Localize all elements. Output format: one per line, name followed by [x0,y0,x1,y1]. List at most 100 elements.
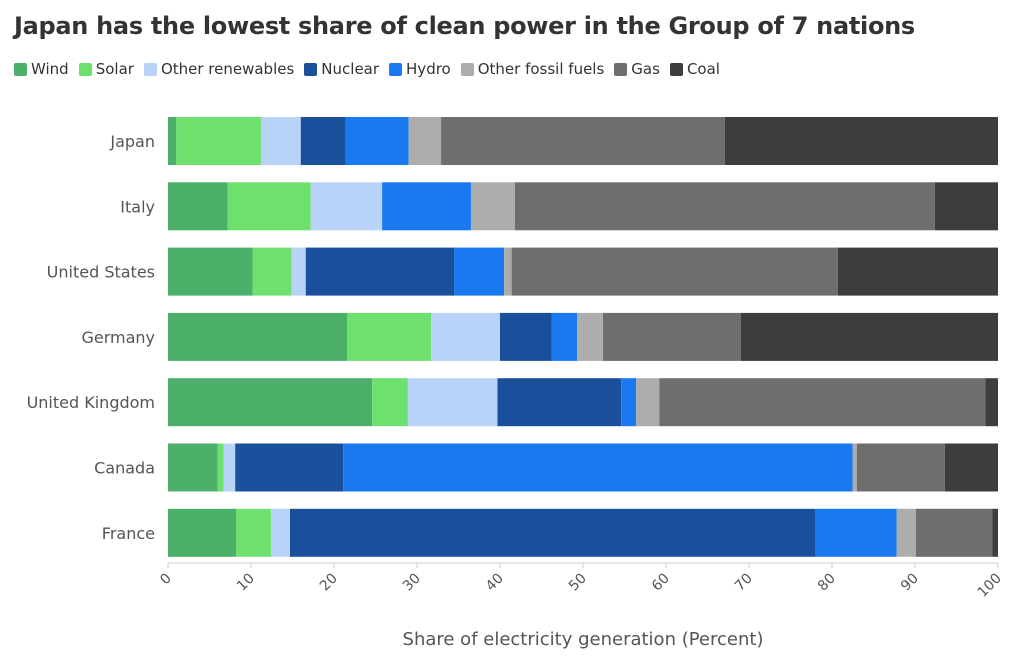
legend-item-hydro: Hydro [389,60,451,78]
bar-japan-other-renewables [260,117,301,165]
category-label-united-kingdom: United Kingdom [27,393,155,412]
chart-title: Japan has the lowest share of clean powe… [14,12,915,40]
bar-united-states-coal [837,247,998,296]
legend-label: Gas [631,60,660,78]
bar-france-other-renewables [270,508,291,557]
bar-united-kingdom-solar [372,378,408,427]
bar-united-kingdom-coal [985,378,998,427]
x-tick-label: 60 [649,571,673,595]
x-tick-label: 30 [400,571,424,595]
legend-item-coal: Coal [669,60,720,78]
bar-japan-nuclear [300,117,346,165]
legend-swatch [14,62,27,76]
bar-united-states-wind [168,247,253,296]
bar-germany-other-renewables [431,312,500,361]
legend-swatch [389,62,403,76]
legend-label: Other fossil fuels [477,60,605,78]
bar-united-states-other-renewables [291,247,306,296]
category-label-united-states: United States [47,263,155,282]
legend-swatch [669,62,683,76]
bar-japan-solar [176,117,261,165]
legend-label: Wind [31,60,69,78]
bar-united-kingdom-nuclear [497,378,622,427]
legend-item-nuclear: Nuclear [304,60,379,78]
legend-swatch [460,62,474,76]
bar-germany-wind [168,312,348,361]
bar-canada-hydro [343,443,853,492]
bar-france-coal [992,508,998,557]
legend-item-other-fossil-fuels: Other fossil fuels [460,60,605,78]
legend-item-wind: Wind [14,60,69,78]
x-tick-label: 70 [732,571,756,595]
legend-swatch [304,62,318,76]
bar-italy-other-fossil-fuels [470,182,515,231]
bar-united-kingdom-other-renewables [407,378,498,427]
x-tick-label: 40 [483,571,507,595]
category-label-japan: Japan [109,132,155,151]
x-tick-label: 100 [975,571,1005,601]
bar-france-nuclear [290,508,816,557]
bar-japan-gas [441,117,725,165]
bar-canada-gas [856,443,945,492]
bar-japan-hydro [345,117,409,165]
x-tick-label: 0 [157,571,175,589]
bar-france-hydro [815,508,897,557]
x-tick-label: 90 [898,571,922,595]
bar-france-gas [915,508,993,557]
legend-swatch [143,62,157,76]
bar-united-kingdom-hydro [621,378,637,427]
bar-germany-nuclear [500,312,552,361]
bar-canada-other-renewables [223,443,236,492]
bar-germany-other-fossil-fuels [577,312,603,361]
bar-italy-gas [514,182,935,231]
bar-germany-solar [347,312,432,361]
legend-swatch [78,62,92,76]
bar-france-other-fossil-fuels [896,508,916,557]
bar-united-kingdom-gas [659,378,986,427]
x-tick-label: 80 [815,571,839,595]
chart-legend: Wind Solar Other renewables Nuclear Hydro Oth… [14,60,730,78]
category-label-canada: Canada [94,459,155,478]
bar-united-states-other-fossil-fuels [504,247,512,296]
legend-label: Solar [95,60,134,78]
bar-canada-wind [168,443,218,492]
bar-united-states-solar [252,247,292,296]
bar-united-states-hydro [454,247,505,296]
legend-item-other-renewables: Other renewables [143,60,295,78]
legend-label: Coal [686,60,720,78]
bar-france-wind [168,508,237,557]
legend-label: Other renewables [160,60,295,78]
x-axis-title: Share of electricity generation (Percent… [403,629,764,650]
category-labels: Japan Italy United States Germany United Kin… [27,132,155,543]
bar-germany-coal [740,312,998,361]
category-label-italy: Italy [120,197,155,216]
bar-canada-solar [217,443,224,492]
x-tick-label: 20 [317,571,341,595]
bar-italy-hydro [382,182,471,231]
legend-label: Hydro [406,60,451,78]
x-tick-label: 50 [566,571,590,595]
bar-italy-solar [227,182,311,231]
bar-canada-nuclear [235,443,344,492]
bar-united-kingdom-other-fossil-fuels [636,378,660,427]
x-axis: 0 10 20 30 40 50 60 70 80 90 100 [157,562,1005,601]
category-label-france: France [102,524,155,543]
bar-germany-gas [602,312,741,361]
bar-italy-wind [168,182,228,231]
category-label-germany: Germany [81,328,155,347]
legend-item-gas: Gas [614,60,660,78]
bars-group [168,117,998,557]
bar-canada-other-fossil-fuels [852,443,857,492]
bar-japan-coal [724,117,998,165]
legend-item-solar: Solar [78,60,134,78]
bar-united-kingdom-wind [168,378,373,427]
x-tick-label: 10 [234,571,258,595]
bar-germany-hydro [551,312,578,361]
bar-japan-wind [168,117,177,165]
bar-united-states-nuclear [305,247,455,296]
bar-italy-other-renewables [310,182,383,231]
bar-united-states-gas [511,247,838,296]
bar-france-solar [236,508,271,557]
bar-italy-coal [934,182,998,231]
